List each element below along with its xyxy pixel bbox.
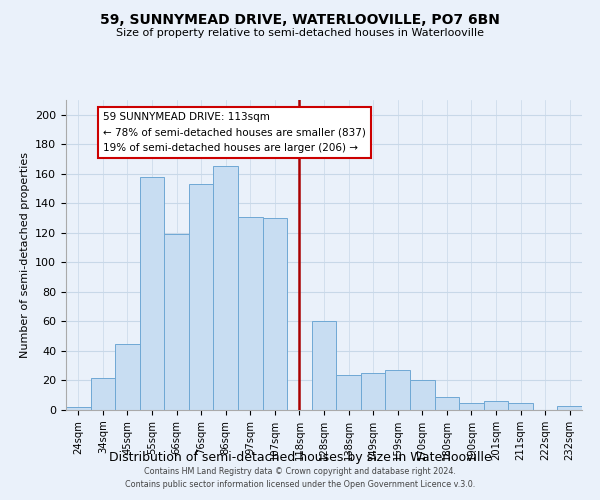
Bar — [263, 218, 287, 410]
Bar — [508, 402, 533, 410]
Bar — [361, 373, 385, 410]
Text: 59 SUNNYMEAD DRIVE: 113sqm
← 78% of semi-detached houses are smaller (837)
19% o: 59 SUNNYMEAD DRIVE: 113sqm ← 78% of semi… — [103, 112, 366, 153]
Y-axis label: Number of semi-detached properties: Number of semi-detached properties — [20, 152, 29, 358]
Bar — [385, 370, 410, 410]
Bar — [140, 177, 164, 410]
Bar — [557, 406, 582, 410]
Text: 59, SUNNYMEAD DRIVE, WATERLOOVILLE, PO7 6BN: 59, SUNNYMEAD DRIVE, WATERLOOVILLE, PO7 … — [100, 12, 500, 26]
Text: Distribution of semi-detached houses by size in Waterlooville: Distribution of semi-detached houses by … — [109, 451, 491, 464]
Bar — [434, 396, 459, 410]
Bar — [459, 402, 484, 410]
Text: Size of property relative to semi-detached houses in Waterlooville: Size of property relative to semi-detach… — [116, 28, 484, 38]
Text: Contains HM Land Registry data © Crown copyright and database right 2024.
Contai: Contains HM Land Registry data © Crown c… — [125, 468, 475, 489]
Bar — [410, 380, 434, 410]
Bar — [91, 378, 115, 410]
Bar — [312, 322, 336, 410]
Bar — [66, 407, 91, 410]
Bar — [484, 401, 508, 410]
Bar — [115, 344, 140, 410]
Bar — [336, 374, 361, 410]
Bar — [164, 234, 189, 410]
Bar — [238, 216, 263, 410]
Bar — [189, 184, 214, 410]
Bar — [214, 166, 238, 410]
